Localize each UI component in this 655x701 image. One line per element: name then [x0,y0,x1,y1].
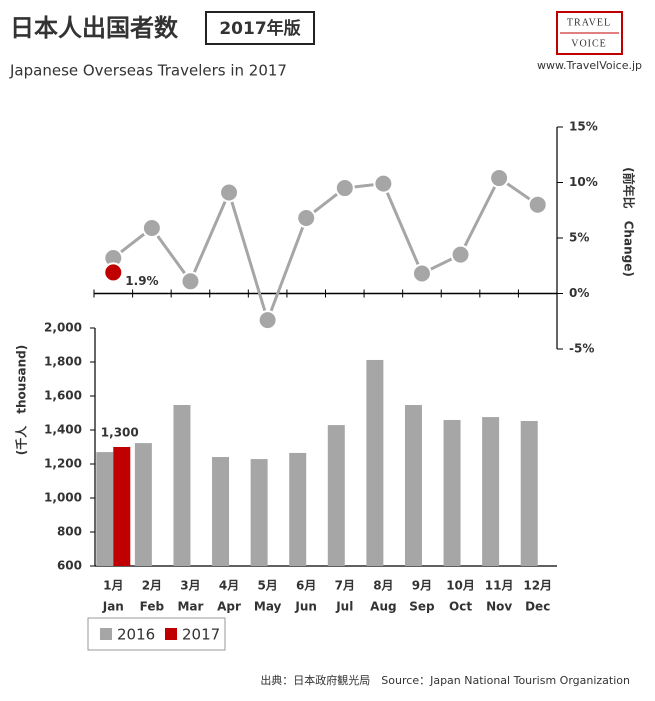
y2-tick-label: -5% [569,342,594,356]
bar [366,359,384,566]
y-axis-label: (千人 thousand) [14,345,29,455]
logo-top: TRAVEL [567,17,611,28]
x-tick-label: Oct [449,600,472,614]
bar [289,452,307,566]
x-tick-label: Jul [335,600,353,614]
x-tick-label: 3月 [180,579,200,593]
y2-tick-label: 0% [569,286,589,300]
subtitle: Japanese Overseas Travelers in 2017 [9,62,287,80]
url: www.TravelVoice.jp [537,59,642,72]
marker [296,208,317,229]
x-tick-label: Mar [177,600,203,614]
y-tick-label: 1,000 [44,491,82,505]
x-tick-label: 9月 [412,579,432,593]
x-tick-label: 10月 [446,579,475,593]
x-tick-label: 5月 [257,579,277,593]
bar [212,457,230,566]
x-tick-label: Apr [217,600,241,614]
marker [334,178,355,199]
x-tick-label: May [254,600,282,614]
legend-swatch [100,628,112,640]
x-tick-label: Sep [409,600,435,614]
bar [96,452,114,566]
y2-tick-label: 15% [569,120,598,134]
marker [219,182,240,203]
y-tick-label: 800 [57,525,82,539]
bar [482,417,500,566]
marker [257,310,278,331]
x-tick-label: 8月 [373,579,393,593]
x-tick-label: Dec [525,600,550,614]
bar [113,447,131,566]
x-tick-label: 6月 [296,579,316,593]
y-tick-label: 1,400 [44,423,82,437]
x-tick-label: 1月 [103,579,123,593]
x-tick-label: 2月 [142,579,162,593]
marker [141,218,162,239]
marker [411,263,432,284]
marker [103,262,124,283]
y2-tick-label: 10% [569,175,598,189]
legend-label: 2016 [117,626,155,644]
marker [450,244,471,265]
x-tick-label: Aug [370,600,396,614]
y-tick-label: 1,800 [44,355,82,369]
title: 日本人出国者数 [10,14,179,42]
y-tick-label: 1,600 [44,389,82,403]
x-tick-label: 7月 [335,579,355,593]
marker [489,168,510,189]
marker [527,194,548,215]
source: 出典：日本政府観光局 Source：Japan National Tourism… [260,673,630,687]
x-tick-label: 12月 [523,579,552,593]
data-label: 1.9% [125,274,158,288]
marker [373,173,394,194]
bar [134,443,152,566]
bar [443,419,461,566]
line [112,175,539,325]
y2-axis-label: (前年比 Change) [622,167,637,277]
bar [250,459,268,566]
y2-tick-label: 5% [569,231,589,245]
x-tick-label: 11月 [485,579,514,593]
bar [173,405,191,566]
legend-swatch [165,628,177,640]
badge-box [205,11,315,45]
badge: 2017年版 [219,18,300,39]
x-tick-label: Jan [102,600,124,614]
data-label: 1,300 [101,426,139,440]
bar [404,405,422,566]
marker [180,271,201,292]
x-tick-label: 4月 [219,579,239,593]
y-tick-label: 1,200 [44,457,82,471]
bar [520,420,538,566]
legend-label: 2017 [182,626,220,644]
bar [327,425,345,566]
x-tick-label: Feb [140,600,165,614]
x-tick-label: Nov [486,600,512,614]
y-tick-label: 600 [57,559,82,573]
x-tick-label: Jun [294,600,317,614]
logo-bottom: VOICE [571,38,607,49]
y-tick-label: 2,000 [44,321,82,335]
